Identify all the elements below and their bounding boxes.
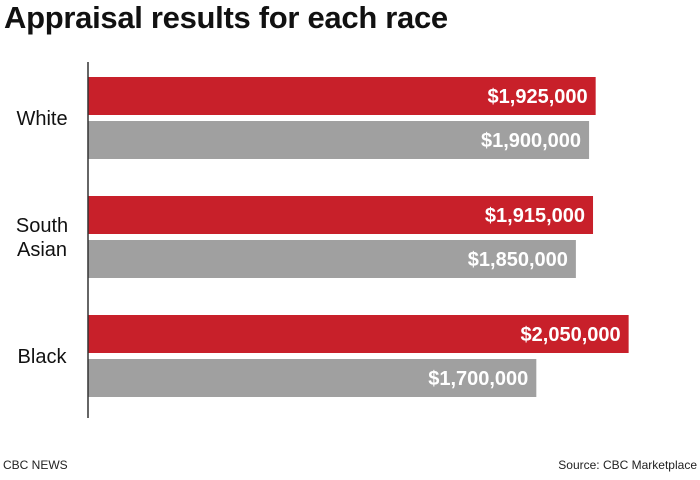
bar-white-2 [88, 121, 590, 159]
bar-south-asian-1 [88, 196, 594, 234]
bar-value-label: $1,925,000 [488, 86, 588, 108]
bar-black-1 [88, 315, 629, 353]
source-note: Source: CBC Marketplace [558, 458, 697, 472]
chart-title: Appraisal results for each race [4, 0, 448, 35]
bar-value-label: $2,050,000 [521, 324, 621, 346]
category-label: South [16, 215, 68, 237]
bar-white-1 [88, 77, 596, 115]
bar-black-2 [88, 359, 537, 397]
bar-value-label: $1,700,000 [428, 368, 528, 390]
bar-value-label: $1,915,000 [485, 205, 585, 227]
category-label: Asian [17, 239, 67, 261]
bar-south-asian-2 [88, 240, 576, 278]
category-label: Black [18, 346, 68, 368]
credit-cbc-news: CBC NEWS [3, 458, 68, 472]
bar-value-label: $1,850,000 [468, 249, 568, 271]
category-label: White [16, 108, 67, 130]
bar-value-label: $1,900,000 [481, 130, 581, 152]
